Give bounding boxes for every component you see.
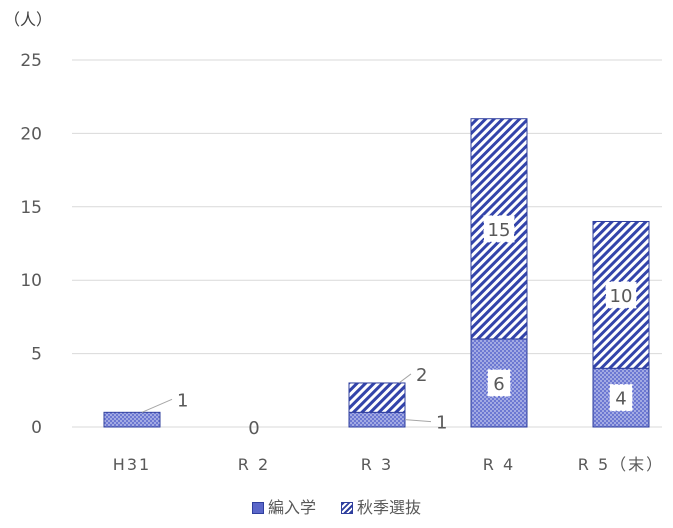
data-label-autumn-leader bbox=[398, 373, 412, 384]
y-tick-label: 10 bbox=[20, 271, 42, 291]
data-label-transfer-leader bbox=[404, 419, 432, 423]
data-label-transfer: 1 bbox=[436, 413, 447, 434]
data-label-transfer-leader bbox=[141, 398, 173, 413]
data-label-transfer: 1 bbox=[177, 390, 188, 411]
bar-transfer bbox=[348, 411, 406, 428]
x-tick-label: R 3 bbox=[361, 455, 393, 474]
x-tick-label: R 4 bbox=[483, 455, 515, 474]
y-tick-label: 25 bbox=[20, 51, 42, 71]
data-label-transfer: 6 bbox=[493, 374, 504, 395]
legend: 編入学 秋季選抜 bbox=[0, 494, 673, 518]
y-axis-unit-label: （人） bbox=[4, 10, 53, 29]
legend-item-transfer: 編入学 bbox=[251, 494, 316, 518]
bar-autumn bbox=[348, 382, 406, 413]
y-tick-label: 5 bbox=[31, 345, 42, 365]
x-tick-label: R 2 bbox=[238, 455, 270, 474]
bar-transfer bbox=[103, 411, 161, 428]
legend-item-autumn: 秋季選抜 bbox=[341, 494, 421, 518]
legend-swatch-autumn bbox=[341, 502, 354, 514]
data-label-autumn: 15 bbox=[488, 220, 511, 241]
y-tick-label: 0 bbox=[31, 418, 42, 438]
y-tick-label: 15 bbox=[20, 198, 42, 218]
bar-transfer bbox=[470, 338, 528, 428]
data-label-autumn: 10 bbox=[610, 286, 633, 307]
x-tick-label: R 5（末） bbox=[578, 455, 664, 474]
legend-swatch-transfer bbox=[251, 502, 264, 514]
data-label-transfer: 0 bbox=[248, 418, 259, 439]
data-label-autumn-box bbox=[605, 281, 637, 309]
legend-label-transfer: 編入学 bbox=[267, 498, 316, 517]
x-tick-label: H31 bbox=[113, 455, 151, 474]
data-label-transfer: 4 bbox=[615, 389, 626, 410]
data-label-transfer-box bbox=[487, 369, 511, 397]
data-label-transfer-box bbox=[609, 384, 633, 412]
data-label-autumn: 2 bbox=[416, 365, 427, 386]
y-tick-label: 20 bbox=[20, 124, 42, 144]
legend-label-autumn: 秋季選抜 bbox=[357, 498, 422, 517]
data-label-autumn-box bbox=[483, 215, 515, 243]
